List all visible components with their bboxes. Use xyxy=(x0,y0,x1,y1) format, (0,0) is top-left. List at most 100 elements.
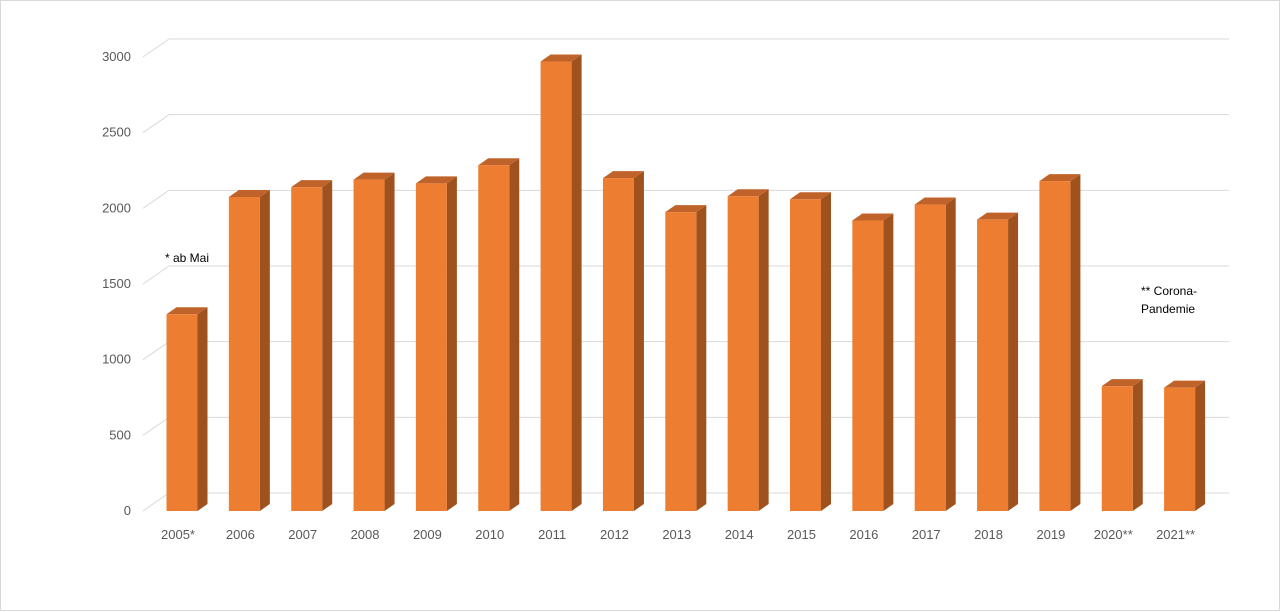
gridline xyxy=(142,114,1229,134)
bar-front xyxy=(977,219,1009,511)
bar-top xyxy=(727,189,769,197)
bar-2016 xyxy=(852,213,894,511)
bar-2005 xyxy=(166,307,208,511)
bar-top xyxy=(353,172,395,180)
bar-front xyxy=(1164,387,1196,511)
y-tick-label: 3000 xyxy=(102,49,131,64)
x-tick-label: 2007 xyxy=(288,527,317,542)
bar-2013 xyxy=(665,205,707,511)
bar-top xyxy=(166,307,208,315)
bar-side xyxy=(883,213,894,511)
bar-top xyxy=(228,189,270,197)
x-tick-label: 2017 xyxy=(912,527,941,542)
bar-front xyxy=(291,187,323,511)
bars xyxy=(166,54,1206,512)
annotation-corona-line1: ** Corona- xyxy=(1141,284,1197,298)
x-tick-label: 2013 xyxy=(662,527,691,542)
bar-2010 xyxy=(478,158,520,511)
bar-top xyxy=(415,176,457,184)
x-tick-label: 2015 xyxy=(787,527,816,542)
bar-top xyxy=(1164,380,1206,388)
annotation-ab-mai: * ab Mai xyxy=(165,251,209,265)
x-tick-label: 2010 xyxy=(475,527,504,542)
bar-top xyxy=(1039,174,1081,182)
bar-side xyxy=(945,197,956,512)
y-tick-label: 0 xyxy=(124,503,131,518)
bar-2017 xyxy=(914,197,956,512)
bar-side xyxy=(322,180,333,511)
y-tick-label: 2500 xyxy=(102,125,131,140)
bar-side xyxy=(259,189,270,511)
bar-top xyxy=(977,212,1019,220)
bar-top xyxy=(914,197,956,205)
bar-front xyxy=(727,196,759,511)
bar-front xyxy=(166,314,198,511)
y-tick-label: 1500 xyxy=(102,276,131,291)
x-tick-label: 2008 xyxy=(351,527,380,542)
y-tick-label: 500 xyxy=(109,427,131,442)
bar-side xyxy=(1070,174,1081,512)
bar-front xyxy=(228,196,260,511)
gridline xyxy=(142,38,1229,58)
x-tick-label: 2009 xyxy=(413,527,442,542)
bar-2014 xyxy=(727,189,769,511)
y-axis-ticks: 0 500 1000 1500 2000 2500 3000 xyxy=(102,49,131,518)
x-tick-label: 2020** xyxy=(1094,527,1133,542)
bar-top xyxy=(665,205,707,213)
gridline xyxy=(142,189,1229,209)
y-tick-label: 1000 xyxy=(102,352,131,367)
bar-2018 xyxy=(977,212,1019,511)
annotation-corona-line2: Pandemie xyxy=(1141,302,1195,316)
x-tick-label: 2011 xyxy=(538,527,566,542)
bar-top xyxy=(852,213,894,221)
x-tick-label: 2006 xyxy=(226,527,255,542)
bar-side xyxy=(696,205,707,511)
x-tick-label: 2016 xyxy=(849,527,878,542)
x-tick-label: 2014 xyxy=(725,527,754,542)
bar-2021 xyxy=(1164,380,1206,511)
bar-top xyxy=(790,192,831,200)
bar-front xyxy=(1101,386,1133,511)
bar-front xyxy=(852,220,884,511)
bar-front xyxy=(914,204,946,512)
bar-top xyxy=(540,54,582,62)
bar-front xyxy=(1039,181,1071,512)
x-tick-label: 2018 xyxy=(974,527,1003,542)
bar-2008 xyxy=(353,172,395,511)
bar-side xyxy=(821,192,831,511)
bar-2009 xyxy=(415,176,457,511)
bar-front xyxy=(415,183,447,511)
bar-2011 xyxy=(540,54,582,511)
bar-side xyxy=(1195,380,1206,511)
x-tick-label: 2005* xyxy=(161,527,195,542)
y-tick-label: 2000 xyxy=(102,200,131,215)
bar-top xyxy=(478,158,520,166)
bar-2006 xyxy=(228,189,270,511)
bar-front xyxy=(540,61,572,511)
bar-top xyxy=(1101,379,1143,387)
bar-side xyxy=(758,189,769,511)
bar-front xyxy=(790,199,821,511)
bar-side xyxy=(384,172,395,511)
x-axis-ticks: 2005* 2006 2007 2008 2009 2010 2011 2012 2013 201… xyxy=(161,527,1195,542)
x-tick-label: 2021** xyxy=(1156,527,1195,542)
bar-2020 xyxy=(1101,379,1143,511)
x-tick-label: 2012 xyxy=(600,527,629,542)
bar-side xyxy=(197,307,208,511)
bar-front xyxy=(665,212,697,511)
bar-side xyxy=(633,171,644,512)
bar-2019 xyxy=(1039,174,1081,512)
bar-side xyxy=(446,176,457,511)
bar-front xyxy=(353,179,385,511)
x-tick-label: 2019 xyxy=(1036,527,1065,542)
bar-side xyxy=(571,54,582,511)
annotations: * ab Mai ** Corona- Pandemie xyxy=(165,251,1197,316)
bar-side xyxy=(1008,212,1019,511)
bar-front xyxy=(602,178,634,512)
bar-top xyxy=(291,180,333,188)
bar-top xyxy=(602,171,644,179)
bar-front xyxy=(478,165,510,511)
bar-2015 xyxy=(790,192,831,511)
